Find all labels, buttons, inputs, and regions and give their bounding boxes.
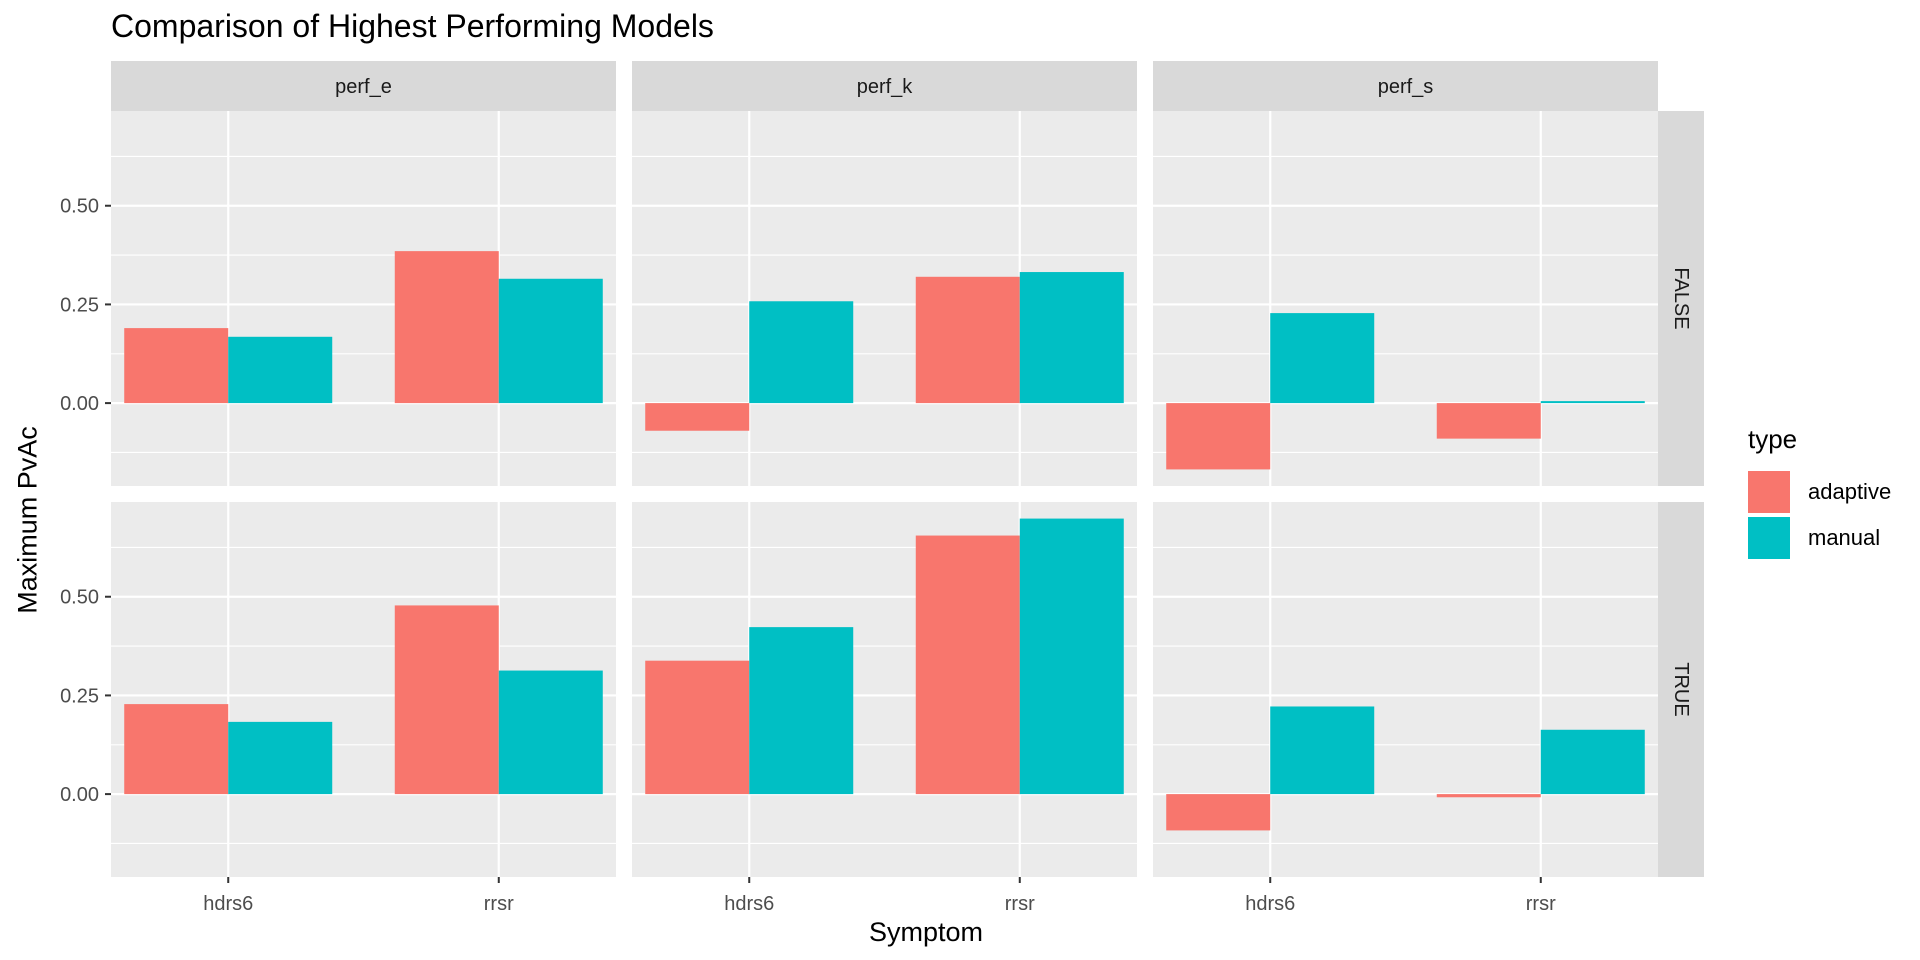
x-tick-label: hdrs6 [1245, 893, 1295, 915]
y-tick-label: 0.25 [60, 685, 99, 707]
x-axis-label-wrapper: Symptom [0, 917, 1920, 948]
facet-label-true: TRUE [1670, 662, 1692, 716]
bar-perf_k-true-hdrs6-adaptive [645, 660, 750, 795]
bar-perf_k-false-rrsr-manual [1019, 272, 1124, 404]
facet-label-perf_s: perf_s [1378, 76, 1434, 98]
bar-perf_e-false-rrsr-manual [498, 278, 603, 404]
legend-title: type [1748, 424, 1798, 454]
facet-label-perf_e: perf_e [335, 76, 392, 98]
bar-perf_e-false-rrsr-adaptive [394, 251, 499, 404]
legend-item-adaptive: adaptive [1748, 469, 1891, 515]
chart-title: Comparison of Highest Performing Models [111, 8, 714, 44]
bar-perf_s-true-rrsr-adaptive [1436, 794, 1541, 798]
y-tick-label: 0.00 [60, 393, 99, 415]
facet-label-false: FALSE [1670, 267, 1692, 329]
facet-label-perf_k: perf_k [857, 76, 914, 98]
legend-key-adaptive [1748, 471, 1790, 513]
bar-perf_e-false-hdrs6-manual [228, 336, 333, 404]
y-tick-label: 0.50 [60, 587, 99, 609]
legend-label-manual: manual [1808, 525, 1881, 550]
bar-perf_s-true-rrsr-manual [1540, 729, 1645, 795]
x-tick-label: rrsr [1526, 893, 1556, 915]
bar-perf_e-false-hdrs6-adaptive [124, 328, 229, 404]
y-tick-label: 0.00 [60, 784, 99, 806]
legend-label-adaptive: adaptive [1808, 479, 1892, 504]
bar-perf_s-true-hdrs6-adaptive [1166, 794, 1271, 831]
y-tick-label: 0.50 [60, 196, 99, 218]
bar-perf_k-false-hdrs6-adaptive [645, 403, 750, 431]
x-tick-label: rrsr [1005, 893, 1035, 915]
y-axis-label: Maximum PvAc [12, 426, 43, 614]
bar-perf_k-true-rrsr-adaptive [915, 535, 1020, 795]
bar-perf_e-true-hdrs6-manual [228, 721, 333, 795]
bar-perf_e-true-hdrs6-adaptive [124, 704, 229, 795]
facet-strip-perf_e [111, 61, 616, 111]
bar-perf_s-false-rrsr-manual [1540, 401, 1645, 404]
bar-perf_k-false-rrsr-adaptive [915, 276, 1020, 404]
bar-perf_k-true-rrsr-manual [1019, 518, 1124, 795]
facet-strip-true [1658, 502, 1704, 877]
bar-perf_k-false-hdrs6-manual [749, 301, 854, 404]
bar-perf_s-true-hdrs6-manual [1270, 706, 1375, 795]
x-tick-label: rrsr [484, 893, 514, 915]
facet-strip-perf_s [1153, 61, 1658, 111]
legend: type adaptive manual [1748, 424, 1891, 561]
x-tick-label: hdrs6 [724, 893, 774, 915]
y-tick-label: 0.25 [60, 294, 99, 316]
facet-strip-perf_k [632, 61, 1137, 111]
bar-perf_e-true-rrsr-adaptive [394, 605, 499, 795]
legend-key-manual [1748, 517, 1790, 559]
legend-item-manual: manual [1748, 515, 1891, 561]
x-tick-label: hdrs6 [203, 893, 253, 915]
bar-perf_s-false-hdrs6-adaptive [1166, 403, 1271, 470]
bar-perf_k-true-hdrs6-manual [749, 627, 854, 795]
x-axis-label: Symptom [868, 917, 984, 947]
bar-perf_s-false-rrsr-adaptive [1436, 403, 1541, 439]
bar-perf_e-true-rrsr-manual [498, 670, 603, 795]
bar-perf_s-false-hdrs6-manual [1270, 313, 1375, 404]
facet-strip-false [1658, 111, 1704, 486]
